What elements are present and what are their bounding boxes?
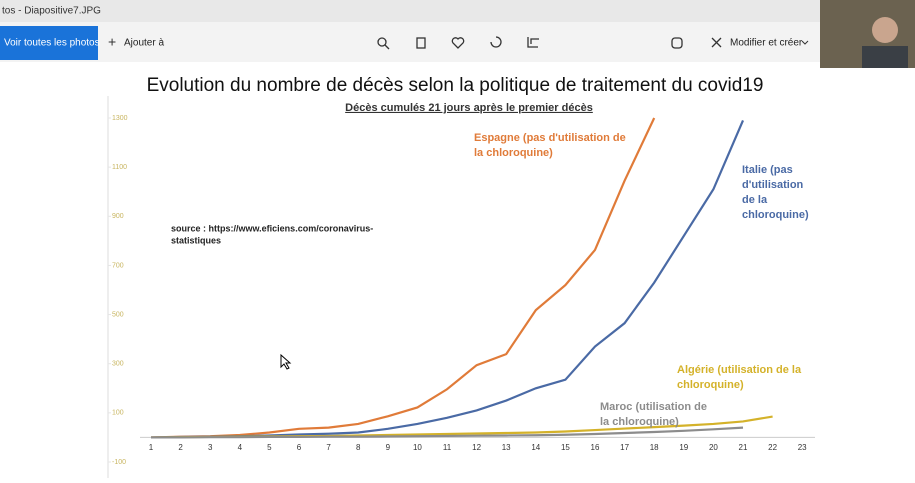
y-tick-label: 500 — [112, 311, 124, 318]
plus-icon[interactable]: + — [108, 34, 116, 50]
x-tick-label: 7 — [326, 443, 331, 452]
chart-title: Décès cumulés 21 jours après le premier … — [345, 102, 593, 114]
toolbar — [0, 22, 915, 62]
edit-create-label[interactable]: Modifier et créer — [730, 38, 803, 49]
all-photos-button[interactable] — [0, 26, 98, 60]
x-tick-label: 22 — [768, 443, 777, 452]
x-tick-label: 2 — [178, 443, 183, 452]
x-tick-label: 17 — [620, 443, 629, 452]
window-title: tos - Diapositive7.JPG — [2, 6, 101, 17]
series-line — [150, 117, 656, 439]
y-tick-label: 700 — [112, 262, 124, 269]
series-label: Algérie (utilisation de la — [677, 364, 802, 376]
y-tick-label: 300 — [112, 361, 124, 368]
series-label: la chloroquine) — [600, 416, 679, 428]
x-tick-label: 10 — [413, 443, 422, 452]
x-tick-label: 4 — [238, 443, 243, 452]
webcam-body — [862, 46, 908, 68]
series-label: la chloroquine) — [474, 147, 553, 159]
series-label: Espagne (pas d'utilisation de — [474, 132, 626, 144]
series-label: chloroquine) — [677, 379, 744, 391]
x-tick-label: 12 — [472, 443, 481, 452]
y-tick-label: -100 — [112, 459, 126, 466]
x-tick-label: 1 — [149, 443, 154, 452]
chevron[interactable] — [801, 40, 809, 45]
x-tick-label: 8 — [356, 443, 361, 452]
x-tick-label: 19 — [679, 443, 688, 452]
x-tick-label: 11 — [443, 443, 452, 452]
series-label: chloroquine) — [742, 209, 809, 221]
y-tick-label: 1300 — [112, 115, 128, 122]
y-tick-label: 900 — [112, 213, 124, 220]
x-tick-label: 14 — [531, 443, 540, 452]
add-to-label[interactable]: Ajouter à — [124, 38, 164, 49]
series-label: d'utilisation — [742, 179, 804, 191]
all-photos-label[interactable]: Voir toutes les photos — [4, 38, 100, 49]
source: source : https://www.eficiens.com/corona… — [171, 223, 373, 233]
x-tick-label: 18 — [650, 443, 659, 452]
x-tick-label: 20 — [709, 443, 718, 452]
series-label: de la — [742, 194, 768, 206]
title-bar — [0, 0, 915, 22]
x-tick-label: 21 — [739, 443, 748, 452]
cursor — [280, 353, 292, 370]
x-tick-label: 23 — [798, 443, 807, 452]
y-tick-label: 1100 — [112, 164, 127, 171]
series-label: Maroc (utilisation de — [600, 401, 707, 413]
x-tick-label: 16 — [591, 443, 600, 452]
x-tick-label: 5 — [267, 443, 272, 452]
source: statistiques — [171, 235, 221, 245]
toolbar-icons[interactable] — [377, 36, 722, 50]
x-tick-label: 6 — [297, 443, 302, 452]
x-tick-label: 15 — [561, 443, 570, 452]
x-tick-label: 3 — [208, 443, 213, 452]
x-tick-label: 9 — [386, 443, 391, 452]
y-tick-label: 100 — [112, 410, 124, 417]
series-label: Italie (pas — [742, 164, 793, 176]
slide-title: Evolution du nombre de décès selon la po… — [147, 75, 764, 96]
webcam-face — [872, 17, 898, 43]
series-line — [151, 426, 744, 439]
x-tick-label: 13 — [502, 443, 511, 452]
